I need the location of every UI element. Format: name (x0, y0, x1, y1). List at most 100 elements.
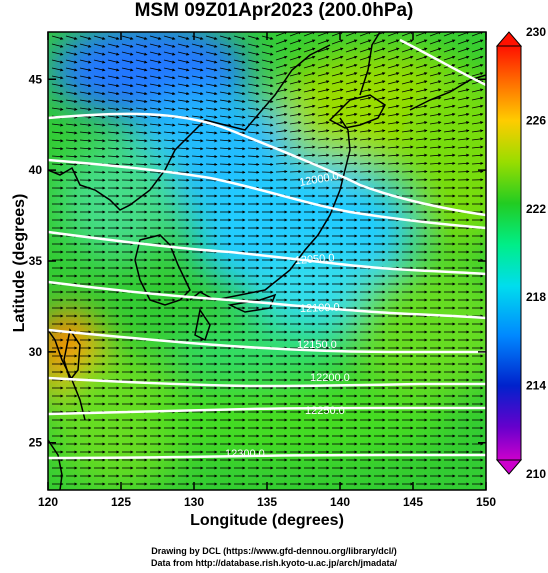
wind-arrow (471, 55, 484, 61)
wind-arrow (457, 169, 470, 174)
wind-arrow (79, 131, 92, 135)
wind-arrow (233, 83, 246, 88)
wind-arrow (191, 154, 204, 159)
wind-arrow (205, 59, 218, 64)
wind-arrow (191, 67, 204, 72)
wind-arrow (163, 43, 176, 48)
wind-arrow (205, 67, 218, 72)
wind-arrow (233, 139, 246, 143)
wind-arrow (93, 123, 106, 127)
wind-arrow (149, 162, 162, 167)
wind-arrow (219, 59, 232, 64)
wind-arrow (247, 147, 260, 151)
wind-arrow (93, 75, 106, 80)
wind-arrow (429, 63, 442, 69)
wind-arrow (345, 39, 358, 45)
wind-arrow (65, 51, 78, 56)
wind-arrow (471, 137, 484, 141)
wind-arrow (331, 129, 344, 133)
wind-arrow (219, 154, 232, 159)
wind-arrow (261, 162, 274, 167)
wind-arrow (359, 55, 372, 61)
wind-arrow (107, 67, 120, 72)
wind-arrow (443, 96, 456, 101)
credit-data: Data from http://database.rish.kyoto-u.a… (150, 558, 398, 568)
wind-arrow (219, 43, 232, 48)
wind-arrow (331, 137, 344, 141)
colorbar: 210 214 218 222 226 230 (495, 25, 546, 481)
wind-arrow (261, 59, 274, 64)
wind-arrow (93, 131, 106, 135)
wind-arrow (219, 147, 232, 151)
wind-arrow (317, 161, 330, 166)
wind-arrow (51, 99, 64, 103)
wind-arrow (233, 99, 246, 103)
wind-arrow (65, 83, 78, 88)
wind-arrow (205, 162, 218, 167)
wind-arrow (261, 115, 274, 119)
wind-arrow (65, 35, 78, 40)
wind-arrow (317, 63, 330, 69)
wind-arrow (261, 154, 274, 159)
wind-arrow (373, 169, 386, 174)
wind-arrow (149, 91, 162, 96)
wind-arrow (247, 67, 260, 72)
wind-arrow (79, 123, 92, 127)
wind-arrow (401, 88, 414, 93)
wind-arrow (107, 162, 120, 167)
wind-arrow (177, 67, 190, 72)
wind-arrow (205, 91, 218, 96)
wind-arrow (149, 123, 162, 127)
wind-arrow (303, 88, 316, 93)
wind-arrow (121, 115, 134, 119)
wind-arrow (345, 169, 358, 174)
wind-arrow (317, 153, 330, 157)
wind-arrow (415, 55, 428, 61)
wind-arrow (331, 96, 344, 101)
wind-arrow (317, 88, 330, 93)
wind-arrow (65, 162, 78, 167)
wind-arrow (107, 115, 120, 119)
colorbar-tick-label: 210 (526, 467, 546, 481)
wind-arrow (471, 169, 484, 174)
wind-arrow (65, 154, 78, 159)
wind-arrow (247, 91, 260, 96)
wind-arrow (457, 145, 470, 149)
wind-arrow (331, 80, 344, 85)
wind-arrow (275, 129, 288, 133)
wind-arrow (247, 162, 260, 167)
wind-arrow (429, 112, 442, 117)
wind-arrow (373, 72, 386, 77)
wind-arrow (359, 129, 372, 133)
wind-arrow (107, 139, 120, 143)
wind-arrow (93, 83, 106, 88)
wind-arrow (191, 115, 204, 119)
wind-arrow (387, 112, 400, 117)
wind-arrow (401, 121, 414, 125)
wind-arrow (93, 147, 106, 151)
colorbar-tick-label: 214 (526, 379, 546, 393)
wind-arrow (177, 75, 190, 80)
wind-arrow (457, 55, 470, 61)
x-tick-label: 140 (330, 495, 350, 509)
wind-arrow (275, 169, 288, 174)
contour-label: 12050.0 (294, 252, 335, 267)
wind-arrow (373, 63, 386, 69)
wind-arrow (121, 59, 134, 64)
wind-arrow (107, 131, 120, 135)
wind-arrow (415, 80, 428, 85)
wind-arrow (177, 131, 190, 135)
wind-arrow (79, 67, 92, 72)
wind-arrow (443, 55, 456, 61)
wind-arrow (177, 43, 190, 48)
wind-arrow (317, 96, 330, 101)
wind-arrow (163, 154, 176, 159)
wind-arrow (163, 147, 176, 151)
y-tick-label: 35 (29, 254, 43, 268)
wind-arrow (401, 112, 414, 117)
wind-arrow (135, 51, 148, 56)
wind-arrow (261, 51, 274, 56)
wind-arrow (345, 161, 358, 166)
wind-arrow (191, 162, 204, 167)
wind-arrow (191, 99, 204, 103)
